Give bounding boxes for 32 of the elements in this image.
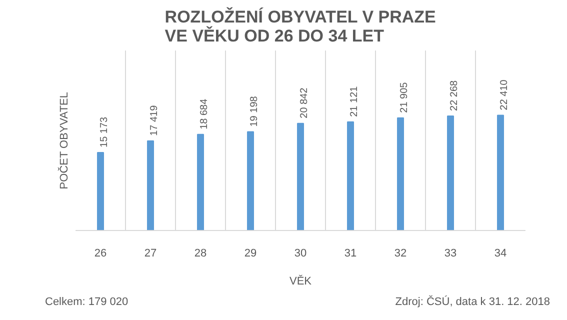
x-tick-label: 26 <box>94 248 107 260</box>
chart-title: ROZLOŽENÍ OBYVATEL V PRAZE VE VĚKU OD 26 DO 34 LET <box>164 6 436 46</box>
data-label: 20 842 <box>299 87 310 118</box>
bar <box>247 131 254 230</box>
text: Celkem: 179 020 <box>45 295 128 310</box>
bar <box>397 117 404 230</box>
data-label: 21 905 <box>399 82 410 113</box>
x-tick-label: 29 <box>244 248 257 260</box>
bar <box>347 121 354 230</box>
bar <box>197 134 204 230</box>
x-tick-label: 31 <box>344 248 357 260</box>
text: Zdroj: ČSÚ, data k 31. 12. 2018 <box>395 295 550 310</box>
data-label: 22 410 <box>499 79 510 110</box>
x-axis-title: VĚK <box>289 274 312 288</box>
data-label: 22 268 <box>449 80 460 111</box>
bar <box>497 114 504 230</box>
y-axis-title: POČET OBYVATEL <box>58 92 70 190</box>
bar <box>297 122 304 230</box>
bar <box>97 152 104 230</box>
data-label: 18 684 <box>199 98 210 130</box>
x-tick-label: 28 <box>194 248 207 260</box>
bar <box>447 115 454 230</box>
x-tick-label: 27 <box>144 248 157 260</box>
data-label: 17 419 <box>149 104 160 136</box>
bar <box>147 140 154 230</box>
data-label: 19 198 <box>249 96 260 127</box>
data-label: 15 173 <box>99 116 110 148</box>
data-label: 21 121 <box>349 86 360 117</box>
x-tick-label: 34 <box>494 248 507 260</box>
x-tick-label: 30 <box>294 248 307 260</box>
x-tick-label: 32 <box>394 248 407 260</box>
x-tick-label: 33 <box>444 248 457 260</box>
